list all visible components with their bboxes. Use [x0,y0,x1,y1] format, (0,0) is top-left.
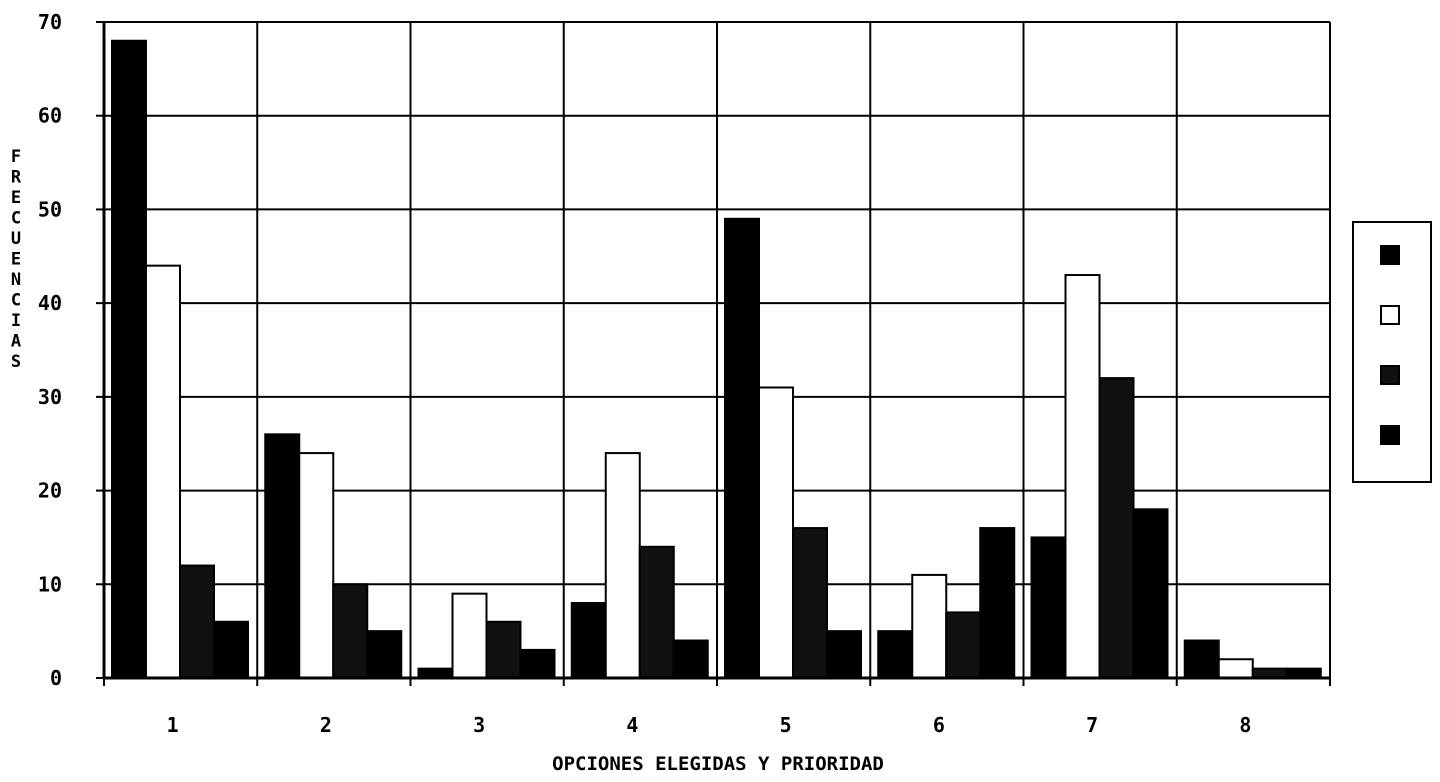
bar-series-4-cat-2 [367,631,401,678]
y-tick-label: 60 [38,104,62,128]
y-tick-labels: 0 10 20 30 40 50 60 70 [38,10,62,690]
legend-swatch-series-1 [1381,246,1399,264]
legend-swatch-series-3 [1381,366,1399,384]
y-tick-label: 50 [38,197,62,221]
bar-series-1-cat-5 [725,219,759,678]
x-tick-label: 6 [933,713,945,737]
legend-swatch-series-4 [1381,426,1399,444]
y-axis-label-letter: U [11,229,21,249]
x-tick-label: 2 [320,713,332,737]
bar-series-3-cat-5 [793,528,827,678]
y-tick-label: 0 [50,666,62,690]
bar-series-3-cat-1 [180,566,214,678]
legend-swatch-series-2 [1381,306,1399,324]
bar-series-2-cat-4 [606,453,640,678]
y-axis-label-letter: F [11,147,21,167]
x-tick-label: 3 [473,713,485,737]
bar-series-3-cat-2 [333,584,367,678]
bar-series-2-cat-5 [759,387,793,678]
x-tick-label: 4 [626,713,638,737]
bar-series-2-cat-1 [146,266,180,678]
y-tick-label: 10 [38,572,62,596]
y-axis-label-letter: A [11,332,21,352]
bar-series-3-cat-3 [487,622,521,678]
y-axis-label-letter: R [11,168,22,188]
x-axis-label: OPCIONES ELEGIDAS Y PRIORIDAD [552,753,884,775]
bar-series-4-cat-1 [214,622,248,678]
bar-series-2-cat-2 [299,453,333,678]
bar-series-1-cat-8 [1185,641,1219,678]
bar-series-3-cat-4 [640,547,674,678]
x-tick-label: 5 [780,713,792,737]
bar-series-1-cat-6 [878,631,912,678]
y-axis-label-letter: N [11,270,21,290]
y-tick-label: 30 [38,385,62,409]
y-axis-label-letter: E [11,250,21,270]
x-tick-label: 1 [167,713,179,737]
y-axis-label-letter: I [11,311,21,331]
legend [1353,222,1431,482]
bar-series-4-cat-7 [1134,509,1168,678]
bar-series-3-cat-6 [946,612,980,678]
y-axis-label-letter: C [11,209,21,229]
x-tick-label: 7 [1086,713,1098,737]
y-tick-label: 70 [38,10,62,34]
bar-series-2-cat-8 [1219,659,1253,678]
bar-series-4-cat-4 [674,641,708,678]
bar-series-1-cat-7 [1032,537,1066,678]
x-tick-labels: 1 2 3 4 5 6 7 8 [167,713,1252,737]
bar-series-1-cat-4 [572,603,606,678]
bar-series-4-cat-5 [827,631,861,678]
bar-series-1-cat-2 [265,434,299,678]
bar-series-2-cat-7 [1066,275,1100,678]
bar-series-2-cat-6 [912,575,946,678]
x-tick-label: 8 [1239,713,1251,737]
bar-series-3-cat-7 [1100,378,1134,678]
bar-series-4-cat-3 [521,650,555,678]
y-tick-label: 40 [38,291,62,315]
bar-series-4-cat-6 [980,528,1014,678]
y-axis-label-letter: C [11,291,21,311]
bar-series-2-cat-3 [453,594,487,678]
bar-series-1-cat-1 [112,41,146,678]
y-axis-label-letter: S [11,352,21,372]
y-tick-label: 20 [38,479,62,503]
y-axis-label-letter: E [11,188,21,208]
